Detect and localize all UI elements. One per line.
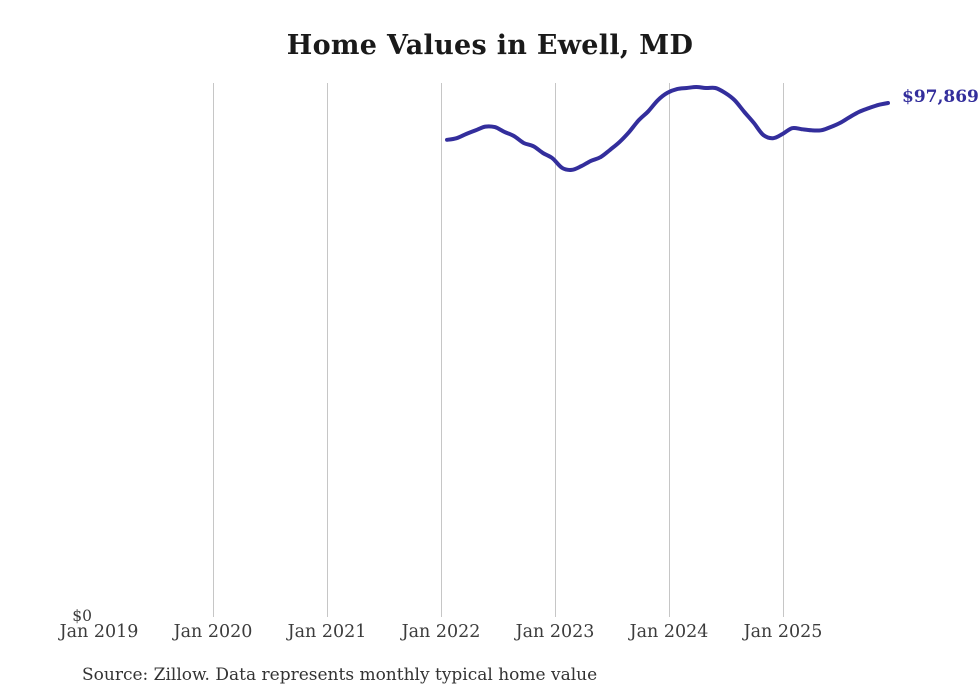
x-tick-jan-2020: Jan 2020 [173,622,253,642]
y-axis-zero-label: $0 [72,607,92,625]
x-tick-jan-2023: Jan 2023 [515,622,595,642]
gridline-jan-2020 [213,83,214,617]
source-note: Source: Zillow. Data represents monthly … [82,665,598,685]
x-tick-jan-2019: Jan 2019 [59,622,139,642]
x-tick-jan-2022: Jan 2022 [401,622,481,642]
x-tick-jan-2025: Jan 2025 [743,622,823,642]
end-value-callout: $97,869 [902,87,979,107]
x-tick-jan-2024: Jan 2024 [629,622,709,642]
gridline-jan-2025 [783,83,784,617]
chart-title: Home Values in Ewell, MD [286,30,694,61]
home-value-line [445,85,890,172]
gridline-jan-2021 [327,83,328,617]
gridline-jan-2022 [441,83,442,617]
x-tick-jan-2021: Jan 2021 [287,622,367,642]
gridline-jan-2023 [555,83,556,617]
gridline-jan-2024 [669,83,670,617]
